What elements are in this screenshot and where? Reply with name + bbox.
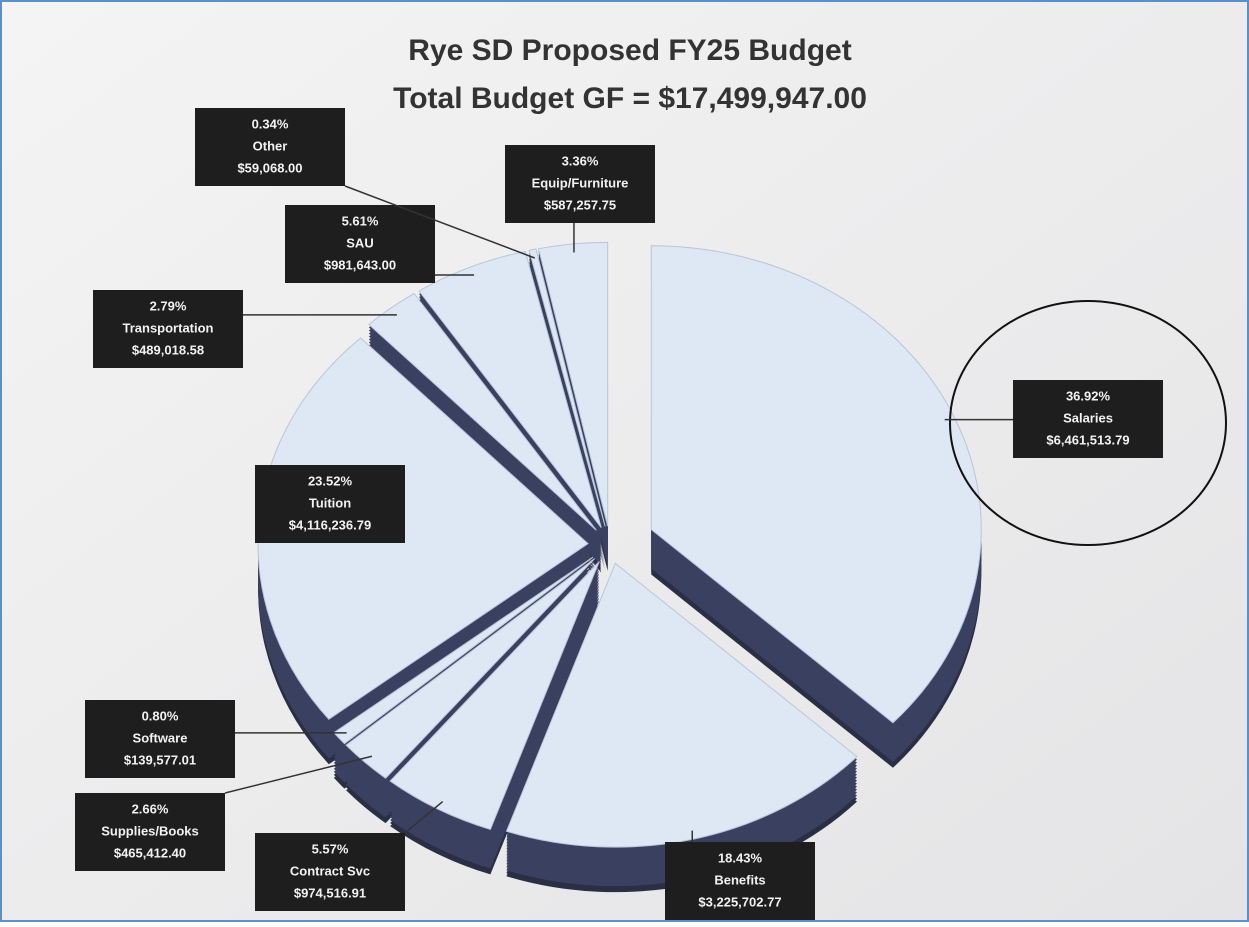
slice-name: Transportation xyxy=(122,320,213,335)
label-box xyxy=(85,700,235,778)
slice-percent: 2.79% xyxy=(150,298,187,313)
leader-line xyxy=(404,801,444,834)
slice-name: Tuition xyxy=(309,495,351,510)
slice-amount: $3,225,702.77 xyxy=(698,894,781,909)
slice-name: Equip/Furniture xyxy=(532,175,629,190)
label-box xyxy=(665,842,815,920)
slice-percent: 18.43% xyxy=(718,850,763,865)
slice xyxy=(389,561,600,831)
slice-name: Software xyxy=(133,730,188,745)
slice-name: Other xyxy=(253,138,288,153)
slice-percent: 36.92% xyxy=(1066,388,1111,403)
leader-line xyxy=(344,185,536,259)
slice-amount: $981,643.00 xyxy=(324,257,396,272)
slice-percent: 5.61% xyxy=(342,213,379,228)
slice-amount: $489,018.58 xyxy=(132,342,204,357)
slice-name: Supplies/Books xyxy=(101,823,199,838)
slice-name: SAU xyxy=(346,235,373,250)
slice-percent: 3.36% xyxy=(562,153,599,168)
slice-percent: 23.52% xyxy=(308,473,353,488)
slice-amount: $465,412.40 xyxy=(114,845,186,860)
slice-percent: 0.80% xyxy=(142,708,179,723)
slice-name: Benefits xyxy=(714,872,765,887)
slice xyxy=(345,558,596,779)
labels: 36.92% Salaries $6,461,513.79 18.43% Benefit… xyxy=(75,108,1163,920)
slice-side xyxy=(529,261,606,539)
slice-percent: 0.34% xyxy=(252,116,289,131)
label-box xyxy=(285,205,435,283)
slice-side xyxy=(529,252,606,530)
slice-side xyxy=(529,255,606,533)
slice-amount: $59,068.00 xyxy=(237,160,302,175)
slice-percent: 5.57% xyxy=(312,841,349,856)
label-box xyxy=(93,290,243,368)
leader-line xyxy=(224,755,373,794)
label-box xyxy=(255,465,405,543)
label-box xyxy=(75,793,225,871)
slice-side xyxy=(529,258,606,536)
slice-name: Contract Svc xyxy=(290,863,370,878)
pie xyxy=(257,241,982,893)
slice-percent: 2.66% xyxy=(132,801,169,816)
slice-amount: $6,461,513.79 xyxy=(1046,432,1129,447)
slice xyxy=(537,241,609,527)
slice xyxy=(505,562,858,848)
slice xyxy=(368,292,597,531)
slice-amount: $4,116,236.79 xyxy=(289,517,371,532)
label-box xyxy=(255,833,405,911)
chart-title: Rye SD Proposed FY25 Budget xyxy=(408,34,851,67)
slice xyxy=(418,250,602,528)
highlight-circle xyxy=(949,300,1227,546)
slice xyxy=(650,245,982,724)
slice-amount: $139,577.01 xyxy=(124,752,196,767)
slice xyxy=(528,248,606,527)
slice-name: Salaries xyxy=(1063,410,1113,425)
label-box xyxy=(195,108,345,186)
chart-subtitle: Total Budget GF = $17,499,947.00 xyxy=(393,82,867,115)
label-box xyxy=(1013,380,1163,458)
label-box xyxy=(505,145,655,223)
slice-amount: $974,516.91 xyxy=(294,885,366,900)
slice-amount: $587,257.75 xyxy=(544,197,616,212)
